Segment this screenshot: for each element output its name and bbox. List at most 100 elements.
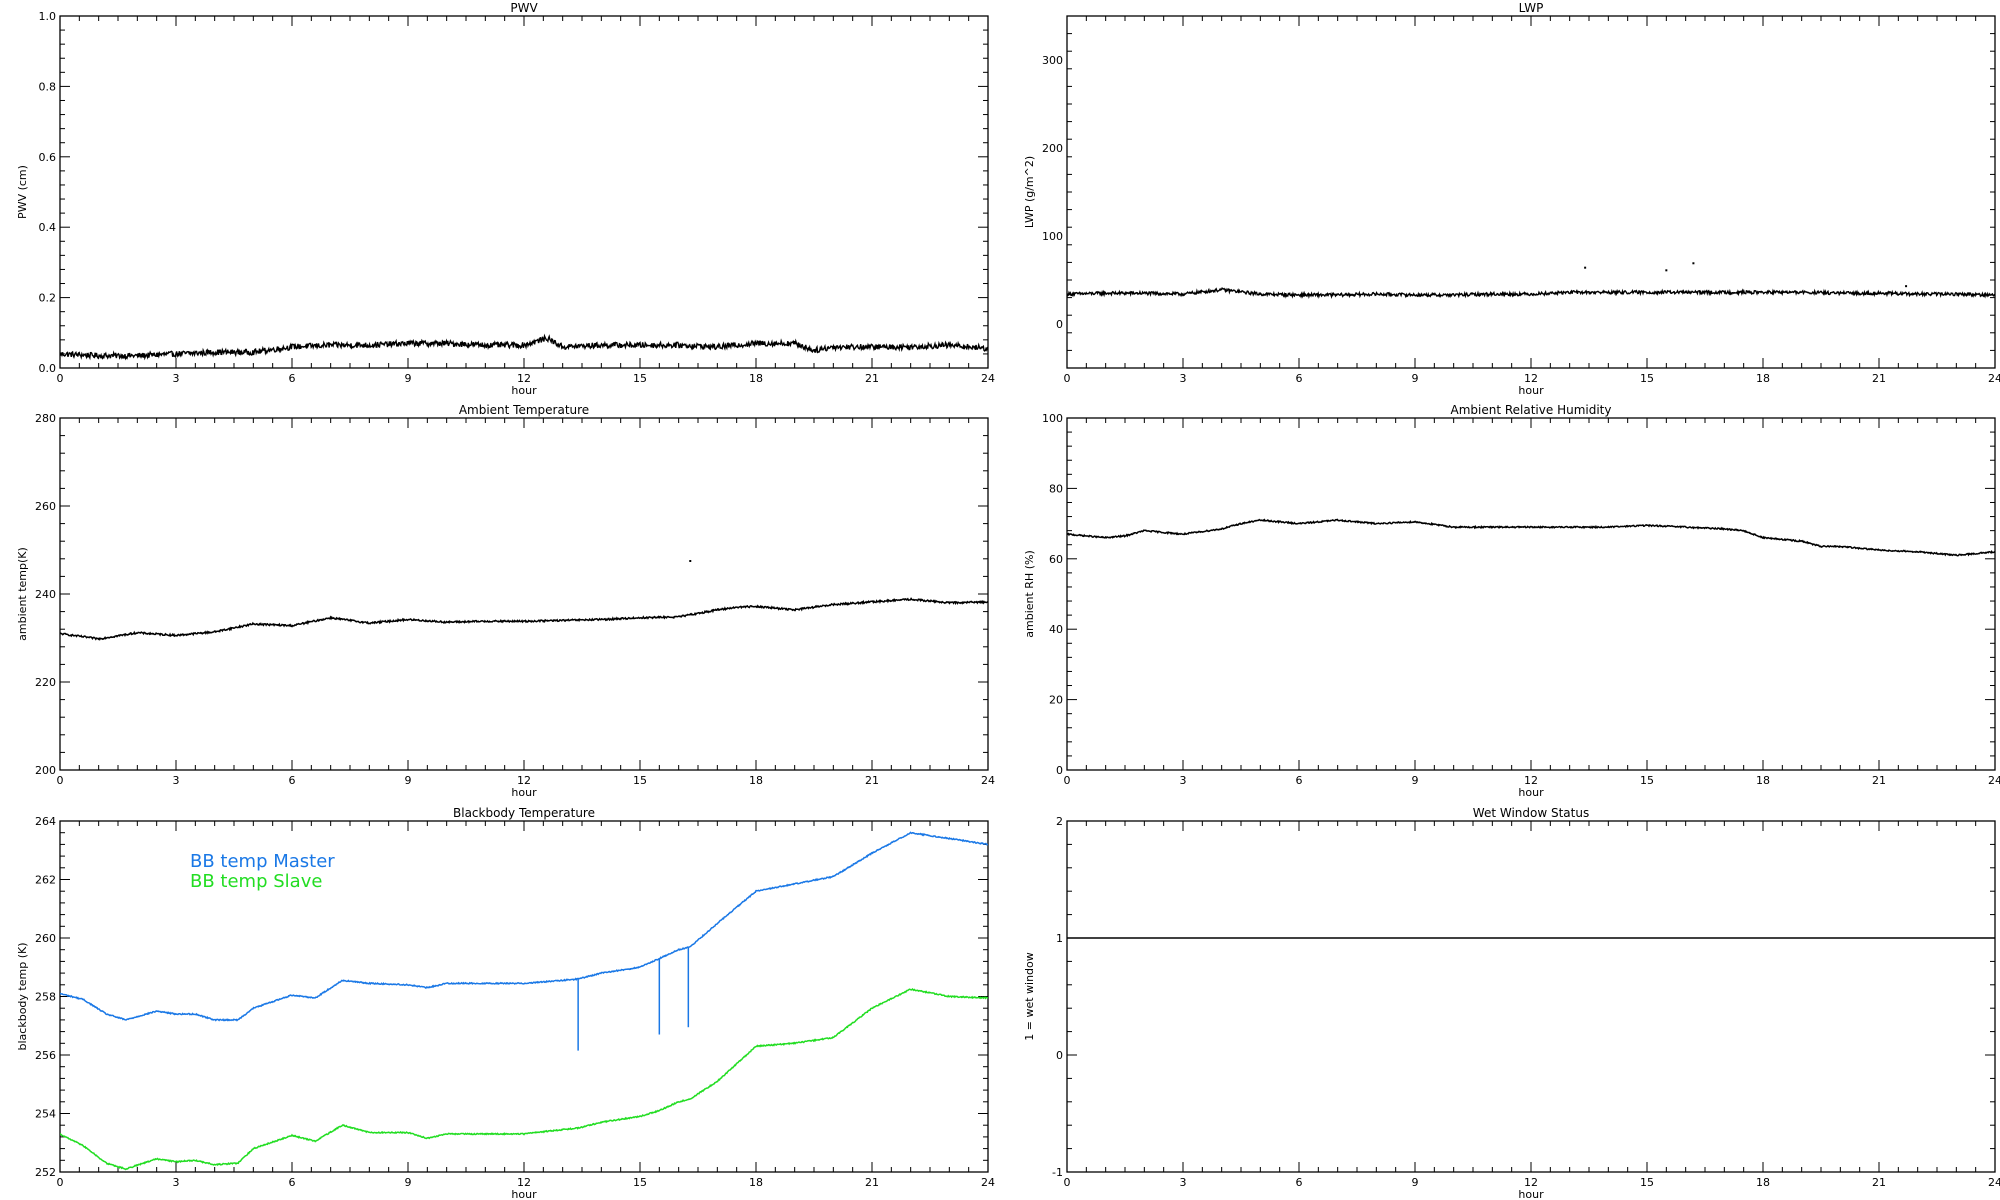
y-tick-label: 0.6 [39, 151, 57, 164]
x-tick-label: 15 [1640, 372, 1654, 385]
panel-title: Blackbody Temperature [453, 806, 595, 820]
y-tick-label: 280 [35, 412, 56, 425]
x-tick-label: 21 [865, 372, 879, 385]
x-tick-label: 12 [1524, 774, 1538, 787]
y-axis-label: ambient temp(K) [16, 547, 29, 641]
x-tick-label: 18 [749, 774, 763, 787]
x-tick-label: 15 [1640, 774, 1654, 787]
plot-frame [1066, 820, 1996, 1173]
x-tick-label: 0 [1064, 372, 1071, 385]
panel-title: Ambient Relative Humidity [1451, 403, 1612, 417]
outlier-point [1905, 285, 1908, 288]
panel-title: PWV [510, 1, 538, 15]
plot-frame [59, 15, 989, 369]
x-tick-label: 18 [749, 372, 763, 385]
x-tick-label: 15 [633, 1176, 647, 1189]
x-tick-label: 3 [173, 774, 180, 787]
x-axis-label: hour [1518, 384, 1544, 397]
x-tick-label: 9 [405, 1176, 412, 1189]
series-line [1067, 518, 1995, 557]
y-tick-label: 220 [35, 676, 56, 689]
x-tick-label: 21 [865, 774, 879, 787]
x-tick-label: 12 [517, 774, 531, 787]
x-tick-label: 18 [1756, 372, 1770, 385]
x-tick-label: 3 [173, 1176, 180, 1189]
x-tick-label: 0 [57, 372, 64, 385]
x-tick-label: 6 [1296, 372, 1303, 385]
y-axis-label: PWV (cm) [16, 165, 29, 219]
y-tick-label: 300 [1042, 54, 1063, 67]
y-axis-label: LWP (g/m^2) [1023, 156, 1036, 228]
series-line [60, 333, 988, 361]
y-tick-label: 100 [1042, 412, 1063, 425]
legend-entry: BB temp Slave [190, 871, 322, 892]
y-tick-label: 0 [1056, 764, 1063, 777]
y-tick-label: 40 [1049, 623, 1063, 636]
x-tick-label: 18 [1756, 1176, 1770, 1189]
y-tick-label: 240 [35, 588, 56, 601]
y-axis-label: 1 = wet window [1023, 952, 1036, 1041]
x-tick-label: 12 [1524, 372, 1538, 385]
y-tick-label: 1.0 [39, 10, 57, 23]
series-line [60, 987, 988, 1171]
outlier-point [1584, 266, 1587, 269]
series-line [1067, 287, 1995, 300]
x-tick-label: 6 [289, 774, 296, 787]
x-tick-label: 15 [633, 372, 647, 385]
y-tick-label: 252 [35, 1166, 56, 1179]
panel-lwp: 0 3 6 9 12 15 18 21 24 0 100 200 300 LWP hour LWP (g/m^… [1023, 1, 2000, 397]
x-tick-label: 24 [1988, 372, 2000, 385]
panel-title: Wet Window Status [1473, 806, 1589, 820]
y-tick-label: 0 [1056, 318, 1063, 331]
x-tick-label: 6 [1296, 774, 1303, 787]
x-axis-label: hour [1518, 1188, 1544, 1200]
x-tick-label: 9 [405, 774, 412, 787]
y-tick-label: 0.8 [39, 80, 57, 93]
x-tick-label: 3 [1180, 774, 1187, 787]
panel-ambient_rh: 0 3 6 9 12 15 18 21 24 0 20 40 60 80 100 Ambient Relati… [1023, 403, 2000, 799]
x-tick-label: 24 [981, 372, 995, 385]
panel-title: LWP [1519, 1, 1544, 15]
x-tick-label: 6 [289, 1176, 296, 1189]
y-tick-label: 258 [35, 991, 56, 1004]
y-tick-label: 262 [35, 874, 56, 887]
x-tick-label: 24 [1988, 774, 2000, 787]
x-tick-label: 24 [1988, 1176, 2000, 1189]
x-tick-label: 12 [1524, 1176, 1538, 1189]
x-axis-label: hour [511, 1188, 537, 1200]
x-tick-label: 0 [57, 1176, 64, 1189]
x-tick-label: 9 [1412, 774, 1419, 787]
x-tick-label: 9 [1412, 1176, 1419, 1189]
x-tick-label: 6 [289, 372, 296, 385]
x-tick-label: 21 [1872, 1176, 1886, 1189]
x-tick-label: 24 [981, 774, 995, 787]
x-tick-label: 18 [1756, 774, 1770, 787]
y-tick-label: 20 [1049, 694, 1063, 707]
x-tick-label: 0 [1064, 774, 1071, 787]
x-tick-label: 12 [517, 372, 531, 385]
x-tick-label: 9 [405, 372, 412, 385]
plot-frame [1066, 15, 1996, 369]
y-tick-label: 256 [35, 1049, 56, 1062]
x-tick-label: 3 [1180, 372, 1187, 385]
x-tick-label: 15 [1640, 1176, 1654, 1189]
y-tick-label: 100 [1042, 230, 1063, 243]
x-tick-label: 0 [57, 774, 64, 787]
x-tick-label: 9 [1412, 372, 1419, 385]
y-axis-label: blackbody temp (K) [16, 943, 29, 1051]
y-tick-label: 260 [35, 500, 56, 513]
y-tick-label: 0.0 [39, 362, 57, 375]
y-tick-label: 1 [1056, 932, 1063, 945]
y-tick-label: 264 [35, 815, 56, 828]
legend-entry: BB temp Master [190, 851, 335, 872]
x-tick-label: 21 [1872, 372, 1886, 385]
x-tick-label: 21 [865, 1176, 879, 1189]
x-tick-label: 3 [1180, 1176, 1187, 1189]
x-axis-label: hour [511, 786, 537, 799]
outlier-point [1665, 269, 1668, 272]
x-tick-label: 0 [1064, 1176, 1071, 1189]
outlier-point [689, 560, 692, 562]
panel-title: Ambient Temperature [459, 403, 589, 417]
